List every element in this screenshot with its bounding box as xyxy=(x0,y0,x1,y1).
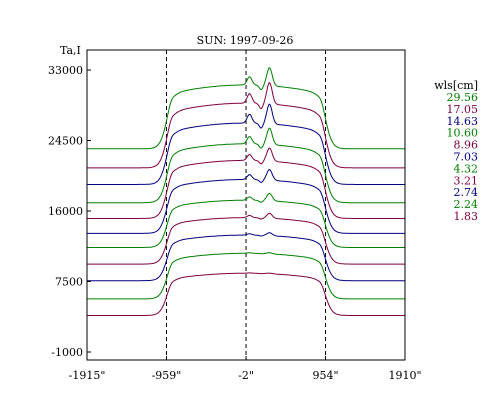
y-axis-ticks: 33000 24500 16000 7500 -1000 xyxy=(48,64,91,359)
legend-entry: 14.63 xyxy=(447,115,479,128)
chart-title: SUN: 1997-09-26 xyxy=(197,34,294,47)
y-tick-label: -1000 xyxy=(51,346,83,359)
series-line-29_56 xyxy=(87,66,405,150)
legend-entry: 29.56 xyxy=(447,91,479,104)
y-tick-label: 7500 xyxy=(55,276,83,289)
plot-area xyxy=(87,50,405,360)
legend-title: wls[cm] xyxy=(434,79,478,92)
legend-entry: 2.74 xyxy=(454,186,479,199)
legend-entry: 2.24 xyxy=(454,198,479,211)
series-line-8_96 xyxy=(87,147,405,219)
series-line-1_83 xyxy=(87,272,405,316)
x-tick-label: -2" xyxy=(238,369,254,382)
x-tick-label: -959" xyxy=(152,369,182,382)
x-tick-label: 1910" xyxy=(388,369,421,382)
legend-entry: 4.32 xyxy=(454,162,479,175)
y-axis-label: Ta,I xyxy=(60,44,81,57)
legend-entry: 10.60 xyxy=(447,127,479,140)
x-tick-label: 954" xyxy=(312,369,338,382)
series-line-17_05 xyxy=(87,81,405,169)
x-axis-ticks: -1915" -959" -2" 954" 1910" xyxy=(69,356,422,382)
series-line-7_03 xyxy=(87,168,405,234)
series-line-14_63 xyxy=(87,103,405,185)
series-line-2_74 xyxy=(87,232,405,282)
legend-entry: 8.96 xyxy=(454,139,479,152)
series-line-2_24 xyxy=(87,252,405,300)
legend-entry: 3.21 xyxy=(454,174,479,187)
legend-entry: 1.83 xyxy=(454,210,479,223)
y-tick-label: 16000 xyxy=(48,205,83,218)
series-line-10_60 xyxy=(87,127,405,204)
legend-entry: 7.03 xyxy=(454,151,479,164)
series-line-3_21 xyxy=(87,212,405,265)
x-tick-label: -1915" xyxy=(69,369,106,382)
y-tick-label: 24500 xyxy=(48,135,83,148)
y-tick-label: 33000 xyxy=(48,64,83,77)
legend: 29.5617.0514.6310.608.967.034.323.212.74… xyxy=(447,91,479,223)
legend-entry: 17.05 xyxy=(447,103,479,116)
series-line-4_32 xyxy=(87,192,405,248)
